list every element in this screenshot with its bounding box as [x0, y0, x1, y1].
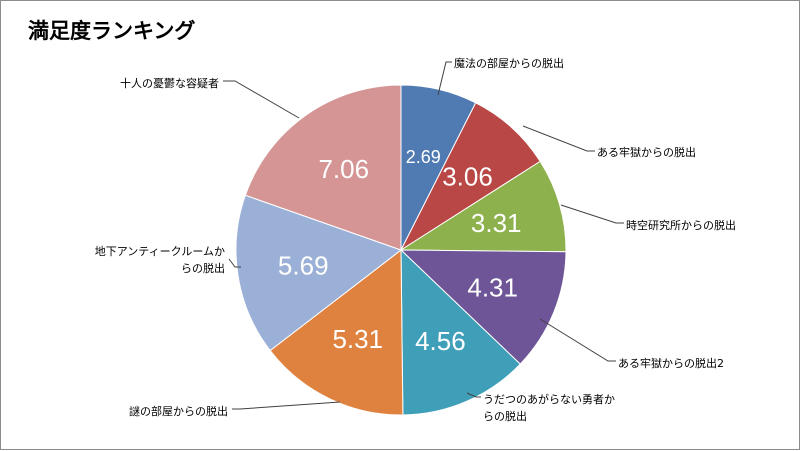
leader-line-5 [466, 392, 481, 398]
slice-value-label-8: 7.06 [318, 154, 369, 184]
chart-title: 満足度ランキング [28, 19, 196, 43]
pie-slice-4 [399, 249, 567, 365]
pie-slice-3 [399, 160, 567, 253]
slice-category-label-2: ある牢獄からの脱出 [597, 145, 696, 159]
slice-value-label-2: 3.06 [442, 162, 493, 192]
pie-slice-2 [399, 102, 541, 252]
slice-category-label-5: うだつのあがらない勇者からの脱出 [483, 392, 615, 423]
slice-category-label-1: 魔法の部屋からの脱出 [454, 56, 564, 70]
leader-line-4 [539, 318, 616, 362]
slice-value-label-7: 5.69 [278, 251, 329, 281]
slice-category-label-7: 地下アンティークルームからの脱出 [95, 245, 225, 275]
slice-value-label-1: 2.69 [406, 147, 441, 167]
pie-slice-7 [235, 194, 403, 352]
leader-line-2 [522, 125, 595, 152]
pie-slice-5 [400, 248, 521, 416]
pie-slice-6 [269, 248, 404, 416]
slice-category-label-6: 謎の部屋からの脱出 [129, 404, 228, 418]
slice-value-label-5: 4.56 [415, 326, 466, 356]
slice-value-label-3: 3.31 [471, 208, 522, 238]
pie-slice-8 [244, 84, 402, 251]
slice-category-label-8: 十人の憂鬱な容疑者 [120, 76, 219, 90]
leader-line-8 [223, 80, 300, 119]
leader-line-1 [437, 61, 452, 96]
slice-value-label-4: 4.31 [467, 272, 518, 302]
slice-category-label-4: ある牢獄からの脱出2 [618, 356, 724, 370]
leader-line-6 [232, 401, 341, 410]
leader-line-3 [560, 204, 624, 224]
slice-value-label-6: 5.31 [332, 324, 383, 354]
leader-line-7 [228, 258, 241, 268]
slice-category-label-3: 時空研究所からの脱出 [626, 218, 736, 232]
